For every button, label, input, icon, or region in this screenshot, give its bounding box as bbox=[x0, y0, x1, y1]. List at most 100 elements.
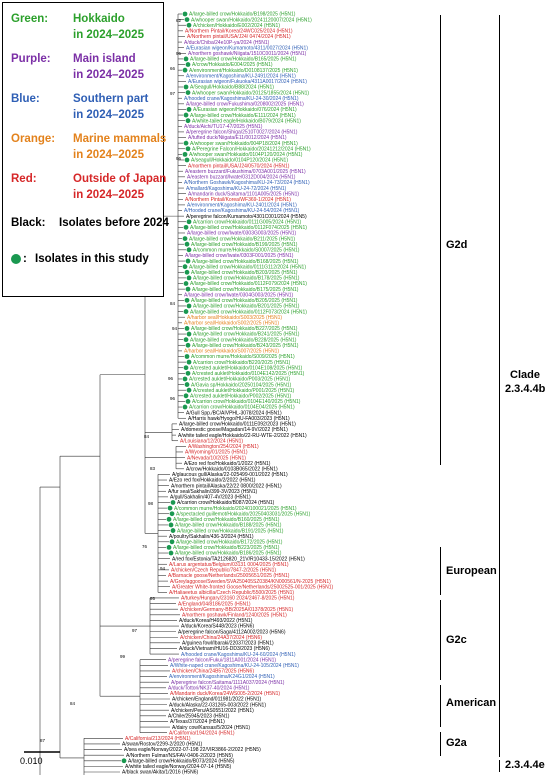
legend-description: Isolates in this study bbox=[35, 251, 149, 267]
tip-label: A/Eurasian wigeon/Hokkaido/076/2024 (H5N… bbox=[193, 107, 297, 113]
tip-label: A/Haliaeetus albicilla/Czech Republic/55… bbox=[169, 590, 294, 596]
tip-label: A/Greylaggoose/Sweden/SVA250405SZ0384/KN… bbox=[170, 579, 331, 585]
tip-label: A/spectacled guillemot/Hokkaido/20250403… bbox=[176, 511, 311, 517]
this-study-dot-icon bbox=[186, 247, 192, 253]
clade-2344b-label-2: 2.3.4.4b bbox=[505, 383, 546, 395]
tip-label: A/crow/Hokkaido/0103B065/2022 (H5N1) bbox=[186, 467, 278, 473]
legend-desc-line1: Southern part bbox=[73, 93, 149, 105]
tip-label: A/large-billed crow/Hokkaido/B203/2025 (… bbox=[191, 270, 298, 276]
this-study-dot-icon bbox=[185, 399, 191, 404]
this-study-dot-icon bbox=[186, 387, 192, 393]
this-study-dot-icon bbox=[182, 404, 188, 410]
tip-label: A/duck/Aichi/TU17-47/2025 (H5N1) bbox=[184, 124, 263, 130]
american-bracket bbox=[440, 685, 441, 727]
tip-label: A/chicken/Czech Republic/7847-2/2025 (H5… bbox=[171, 568, 276, 574]
tip-label: A/England/04/8186/2025 (H5N1) bbox=[178, 601, 251, 607]
tip-label: A/black swan/Akita/1/2016 (H5N6) bbox=[122, 770, 198, 775]
tip-label: A/environment/Kagoshima/KU-2491/2024 (H5… bbox=[186, 73, 296, 79]
tip-label: A/crow/Hokkaido/E004/2025 (H5N1) bbox=[192, 62, 273, 68]
legend-key: Blue: bbox=[11, 93, 40, 105]
tip-label: A/Hooded crane/Kagoshima/KU-24-54/2024 (… bbox=[184, 208, 300, 214]
tip-label: A/chicken/England/011981/2022 (H5N1) bbox=[172, 697, 261, 703]
node-support-value: 97 bbox=[132, 628, 138, 633]
tip-label: A/Greater White-fronted Goose/Netherland… bbox=[172, 584, 334, 590]
this-study-dot-icon bbox=[182, 67, 188, 73]
tip-label: A/large-billed crow/Hokkaido/B198/2025 (… bbox=[189, 12, 296, 18]
tip-label: A/eastern buzzard/Fukushima/0703A001/202… bbox=[185, 169, 306, 175]
tip-label: A/large-billed crow/Hokkaido/B172/2025 (… bbox=[176, 539, 283, 545]
tip-label: A/large-billed crow/Hokkaido/B175/2025 (… bbox=[192, 287, 299, 293]
tip-label: A/chicken/Hokkaido/E002/2024 (H5N1) bbox=[193, 23, 280, 29]
tip-label: A/domestic goose/Magadan/14-9V/2022 (H5N… bbox=[181, 427, 288, 433]
this-study-dot-icon bbox=[185, 62, 191, 67]
tip-label: A/environment/Kagoshima/K24G1/2024 (H5N1… bbox=[169, 674, 275, 680]
g2d-bracket bbox=[440, 15, 441, 465]
tip-label: A/northern goshawk/Niigata/1510C0011/202… bbox=[188, 51, 307, 57]
tip-label: A/duck/Korea/H493/2022 (H5N1) bbox=[179, 618, 253, 624]
legend-key: Black: bbox=[11, 217, 46, 229]
tip-label: A/large-billed crow/Hokkaido/B201/2025 (… bbox=[193, 304, 300, 310]
tip-label: A/peregrine falcon/Fukui/1811A001/2024 (… bbox=[168, 657, 276, 663]
this-study-dot-icon bbox=[186, 275, 192, 281]
tip-label: A/large-billed crow/Hokkaido/B211/2025 (… bbox=[189, 236, 295, 242]
node-support-value: 66 bbox=[170, 66, 176, 71]
tip-label: A/large-billed crow/Hokkaido/B186/2025 (… bbox=[175, 551, 282, 557]
tip-label: A/Northern Goshawk/Kagoshima/KU-24-73/20… bbox=[184, 180, 310, 186]
legend-desc-line2: in 2024–2025 bbox=[73, 69, 144, 81]
this-study-dot-icon bbox=[170, 528, 176, 533]
this-study-dot-icon bbox=[168, 550, 174, 556]
tip-label: A/Northern pintail/USA/J24/ 0474/2024 (H… bbox=[187, 34, 291, 40]
tip-label: A/Gavia sp/Hokkaido/20250104/2025 (H5N1) bbox=[191, 382, 292, 388]
tip-label: A/white tailed eagle/Hokkaido/22-RU-WTE-… bbox=[178, 433, 307, 439]
legend-desc-line1: Isolates in this study bbox=[35, 253, 149, 265]
tip-label: A/duck/Alaska/22-031265-003/2022 (H5N1) bbox=[169, 702, 266, 708]
tip-label: A/environment/Hokkaido/D0108137/2025 (H5… bbox=[189, 68, 298, 74]
tip-label: A/Larus argentatus/Belgium/03131 0004/20… bbox=[169, 562, 289, 568]
this-study-dot-icon bbox=[184, 269, 190, 275]
tip-label: A/large-billed crow/Hokkaido/B165/2025 (… bbox=[190, 57, 297, 63]
tip-label: A/northern pintail/USA/J24/0570/2024 (H5… bbox=[188, 163, 290, 169]
tip-label: A/peregrine falcon/Saga/4112A002/2023 (H… bbox=[178, 629, 286, 635]
tip-label: A/Barnacle goose/Netherlands/25005651/20… bbox=[168, 573, 290, 579]
this-study-dot-icon bbox=[186, 22, 192, 28]
tip-label: A/northern goshawk/Finland/1240/2025 (H5… bbox=[182, 612, 287, 618]
tip-label: A/large-billed crow/Hokkaido/B228/2025 (… bbox=[190, 337, 297, 343]
this-study-dot-icon bbox=[182, 11, 188, 17]
this-study-dot-icon bbox=[186, 107, 192, 112]
tip-label: A/peregrine falcon/Saitama/1111A037/2024… bbox=[171, 680, 285, 686]
legend-key: : bbox=[11, 251, 69, 267]
tip-label: A/carrion crow/Hokkaido/B220/2025 (H5N1) bbox=[193, 360, 291, 366]
tip-label: A/California/213/2024 (H5N1) bbox=[125, 736, 191, 742]
tip-label: A/large-billed crow/Hokkaido/B168/2025 (… bbox=[192, 259, 299, 265]
tip-label: A/crested auklet/Hokkaido/0104E108/2025 … bbox=[190, 365, 303, 371]
tip-label: A/carrion crow/Hokkaido/B087/2024 (H5N1) bbox=[177, 500, 275, 506]
legend-desc-line1: Outside of Japan bbox=[73, 173, 167, 185]
this-study-dot-icon bbox=[185, 370, 191, 376]
tip-label: A/white-tailed eagle/Hokkaido/B079/2024 … bbox=[192, 118, 301, 124]
european-bracket bbox=[440, 547, 441, 595]
this-study-dot-icon bbox=[183, 56, 189, 62]
legend-key: Purple: bbox=[11, 53, 51, 65]
tip-label: A/large-billed crow/Hokkaido/B178/2025 (… bbox=[193, 276, 300, 282]
tip-label: A/large-billed crow/Hokkaido/E111/2024 (… bbox=[190, 113, 296, 119]
legend-desc-line2: in 2024–2025 bbox=[73, 29, 144, 41]
tip-label: A/carrion crow/Hokkaido/0104E140/2025 (H… bbox=[192, 399, 301, 405]
tip-label: A/carrion crow/Hokkaido/0111G005/2024 (H… bbox=[193, 219, 302, 225]
this-study-dot-icon bbox=[183, 309, 189, 314]
this-study-dot-icon bbox=[185, 342, 191, 348]
this-study-dot-icon bbox=[182, 236, 188, 241]
tip-label: A/duck/Vietnam/HU16-DD3/2023 (H5N6) bbox=[179, 646, 270, 652]
tip-label: A/northern pintail/Alaska/22/22 0800/202… bbox=[171, 483, 282, 489]
this-study-dot-icon bbox=[184, 157, 190, 163]
this-study-dot-icon bbox=[186, 303, 192, 309]
tip-label: A/harbor seal/Hokkaido/S002/2025 (H5N1) bbox=[184, 321, 279, 327]
tip-label: A/large-billed crow/Hokkaido/0112F074/20… bbox=[190, 225, 307, 231]
g2a-bracket bbox=[440, 732, 441, 756]
legend-description: Marine mammals in 2024–2025 bbox=[73, 131, 166, 163]
node-support-value: 96 bbox=[170, 396, 176, 401]
this-study-dot-icon bbox=[183, 140, 189, 146]
tip-label: A/Northern Pintail/Korea/WF369-1/2024 (H… bbox=[185, 197, 291, 203]
this-study-dot-icon bbox=[183, 224, 189, 230]
tip-label: A/red fox/Estonia/TA2126820_21V/R10433-1… bbox=[172, 556, 305, 562]
this-study-dot-icon bbox=[121, 758, 127, 764]
